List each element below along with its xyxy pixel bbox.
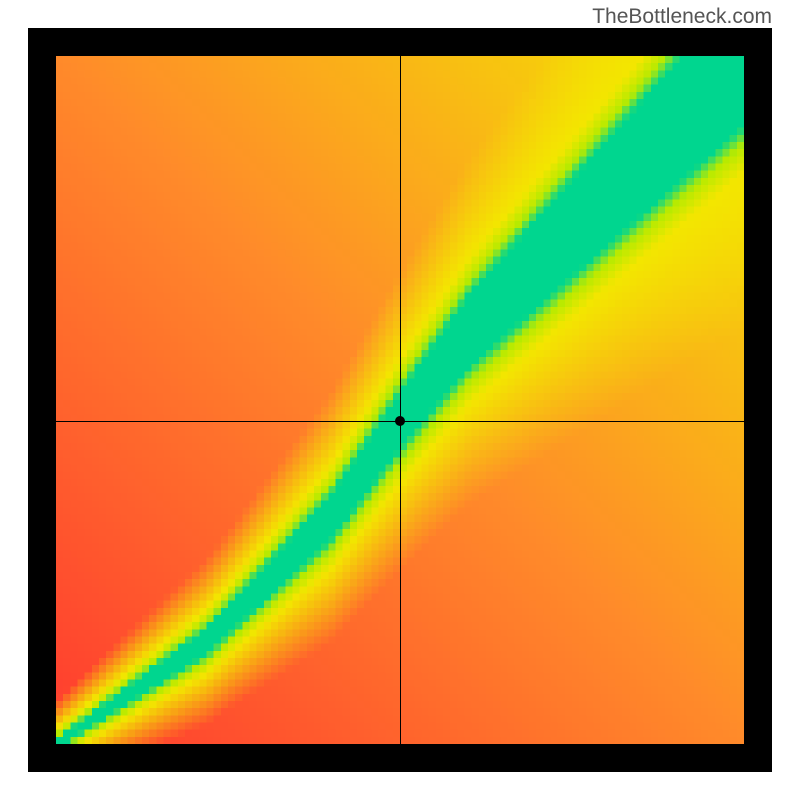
- figure-container: TheBottleneck.com: [0, 0, 800, 800]
- watermark-text: TheBottleneck.com: [592, 5, 772, 29]
- plot-frame: [28, 28, 772, 772]
- marker-point: [395, 416, 405, 426]
- crosshair-vertical: [400, 56, 401, 744]
